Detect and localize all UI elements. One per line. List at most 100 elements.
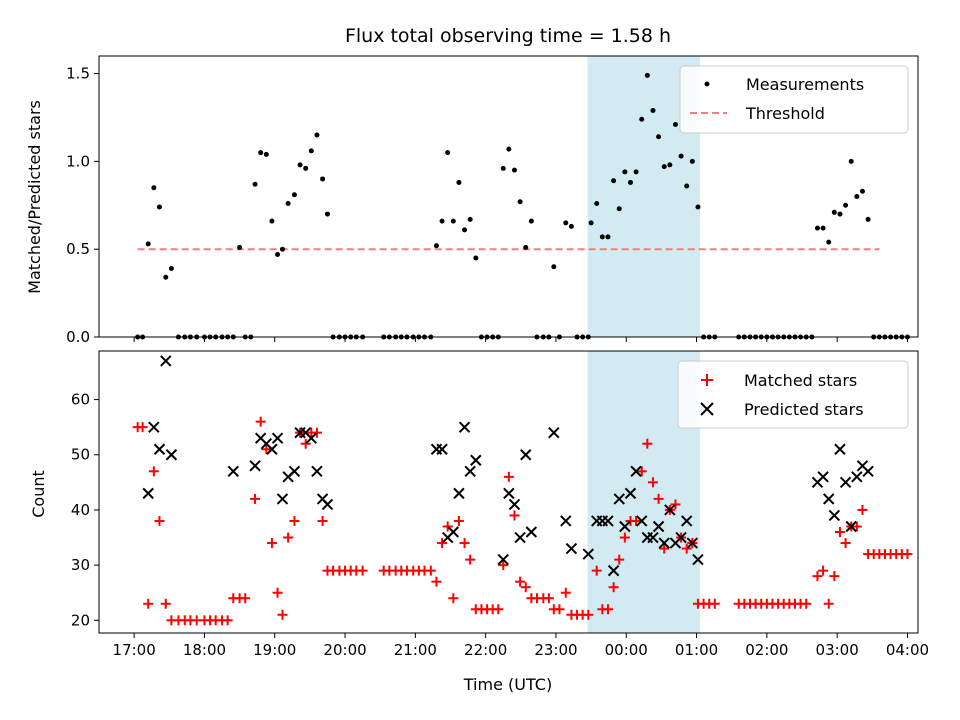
matched-star-point bbox=[851, 521, 862, 532]
predicted-marker-b bbox=[647, 531, 659, 544]
measurement-point bbox=[285, 201, 291, 207]
matched-star-point bbox=[670, 499, 681, 510]
predicted-marker-b bbox=[321, 498, 334, 511]
predicted-star-point bbox=[305, 432, 318, 444]
predicted-marker-b bbox=[165, 449, 178, 461]
predicted-marker-b bbox=[548, 426, 560, 439]
matched-star-point bbox=[614, 554, 625, 565]
predicted-marker-b bbox=[316, 493, 329, 505]
measurement-point bbox=[145, 241, 151, 247]
measurement-point bbox=[467, 216, 473, 222]
matched-star-point bbox=[503, 471, 514, 482]
predicted-marker-b bbox=[299, 426, 312, 439]
predicted-star-point bbox=[165, 449, 178, 461]
predicted-star-point bbox=[321, 498, 334, 511]
predicted-star-point bbox=[862, 465, 874, 478]
x-tick-label: 19:00 bbox=[253, 641, 296, 659]
matched-star-point bbox=[591, 565, 602, 576]
matched-star-point bbox=[283, 532, 294, 543]
predicted-star-point bbox=[464, 465, 476, 478]
bottom-y-tick-label: 30 bbox=[71, 556, 90, 574]
predicted-star-point bbox=[160, 355, 172, 367]
predicted-marker-b bbox=[288, 465, 301, 478]
measurement-point bbox=[456, 179, 462, 185]
measurement-point bbox=[605, 234, 611, 240]
matched-star-point bbox=[520, 582, 531, 593]
predicted-marker-b bbox=[613, 493, 625, 505]
measurement-point bbox=[689, 158, 695, 164]
bottom-legend: Matched stars Predicted stars bbox=[677, 360, 909, 429]
predicted-star-point bbox=[520, 449, 532, 461]
predicted-marker-b bbox=[508, 498, 521, 511]
matched-star-point bbox=[554, 604, 565, 615]
predicted-marker-b bbox=[254, 432, 267, 444]
predicted-marker-b bbox=[851, 471, 863, 483]
predicted-star-point bbox=[276, 493, 289, 505]
measurement-point bbox=[814, 225, 820, 231]
predicted-star-point bbox=[692, 553, 704, 566]
measurement-point bbox=[656, 134, 662, 140]
measurement-point bbox=[633, 169, 639, 175]
predicted-star-point bbox=[503, 487, 515, 500]
measurement-point bbox=[168, 266, 174, 272]
predicted-star-point bbox=[607, 564, 620, 577]
predicted-marker-b bbox=[652, 520, 665, 533]
predicted-marker-b bbox=[497, 553, 509, 566]
predicted-marker-b bbox=[681, 515, 693, 527]
predicted-marker-b bbox=[624, 487, 637, 500]
predicted-marker-b bbox=[560, 515, 572, 527]
matched-star-point bbox=[453, 515, 464, 526]
measurement-point bbox=[263, 151, 269, 157]
predicted-star-point bbox=[839, 476, 852, 489]
predicted-marker-b bbox=[153, 443, 166, 455]
legend-measurement-marker bbox=[704, 81, 710, 87]
measurement-point bbox=[252, 181, 258, 187]
top-axes-frame bbox=[98, 55, 919, 338]
predicted-star-point bbox=[458, 421, 471, 433]
predicted-star-point bbox=[828, 509, 841, 522]
matched-star-point bbox=[493, 604, 504, 615]
predicted-marker-b bbox=[630, 465, 642, 478]
predicted-marker-b bbox=[305, 432, 318, 444]
predicted-star-point bbox=[311, 465, 323, 478]
matched-star-point bbox=[543, 593, 554, 604]
matched-star-point bbox=[222, 615, 233, 626]
top-y-axis-label: Matched/Predicted stars bbox=[25, 100, 44, 294]
predicted-marker-b bbox=[276, 493, 289, 505]
measurement-point bbox=[848, 158, 854, 164]
predicted-star-point bbox=[652, 520, 665, 533]
predicted-star-point bbox=[266, 443, 278, 455]
matched-star-point bbox=[137, 422, 148, 433]
measurement-point bbox=[275, 251, 281, 257]
predicted-marker-b bbox=[862, 465, 874, 478]
predicted-marker-b bbox=[828, 509, 841, 522]
plot-layer: 0.0 0.5 1.0 1.5 Measurements Threshold 17:00 18… bbox=[66, 55, 929, 659]
x-tick-label: 18:00 bbox=[183, 641, 226, 659]
predicted-star-point bbox=[624, 487, 637, 500]
predicted-marker-b bbox=[503, 487, 515, 500]
measurement-point bbox=[820, 225, 826, 231]
measurement-point bbox=[269, 218, 275, 224]
legend-label-matched: Matched stars bbox=[744, 371, 857, 390]
measurement-point bbox=[639, 116, 645, 122]
measurement-point bbox=[523, 244, 529, 250]
matched-star-point bbox=[608, 582, 619, 593]
predicted-marker-b bbox=[447, 526, 460, 538]
matched-star-point bbox=[636, 466, 647, 477]
predicted-marker-b bbox=[675, 531, 687, 544]
measurement-point bbox=[678, 153, 684, 159]
predicted-marker-b bbox=[142, 487, 154, 500]
matched-star-point bbox=[289, 515, 300, 526]
top-y-tick-label: 1.5 bbox=[66, 65, 90, 83]
measurement-point bbox=[667, 162, 673, 168]
measurement-point bbox=[563, 220, 569, 226]
predicted-star-point bbox=[497, 553, 509, 566]
matched-star-point bbox=[498, 560, 509, 571]
bottom-axes-frame bbox=[98, 350, 919, 634]
matched-star-point bbox=[255, 416, 266, 427]
x-tick-label: 17:00 bbox=[113, 641, 156, 659]
matched-star-point bbox=[619, 532, 630, 543]
measurement-point bbox=[599, 234, 605, 240]
predicted-star-point bbox=[514, 531, 526, 544]
x-tick-label: 22:00 bbox=[464, 641, 507, 659]
